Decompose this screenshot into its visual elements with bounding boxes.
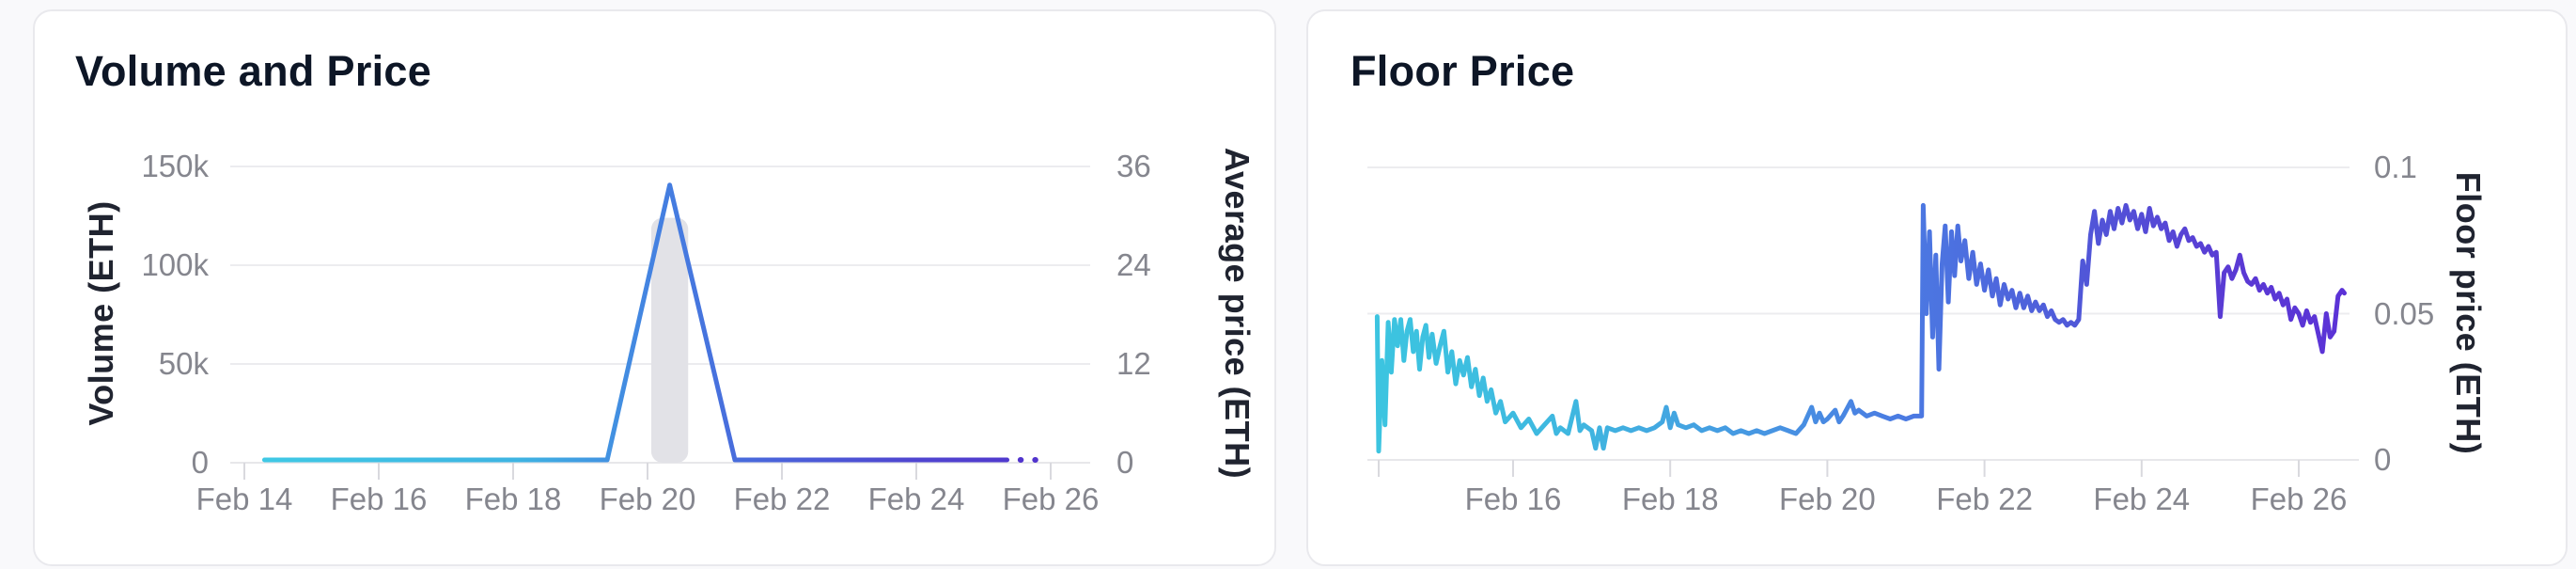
volume-axis-title: Volume (ETH)	[82, 200, 120, 426]
floor-price-plot-area[interactable]	[1367, 155, 2359, 465]
floor-price-axis-title: Floor price (ETH)	[2449, 171, 2488, 455]
floor-price-title: Floor Price	[1350, 47, 1575, 95]
volume-price-title: Volume and Price	[75, 47, 432, 95]
average-price-axis-title: Average price (ETH)	[1218, 147, 1257, 480]
volume-price-plot-area[interactable]	[230, 155, 1090, 467]
